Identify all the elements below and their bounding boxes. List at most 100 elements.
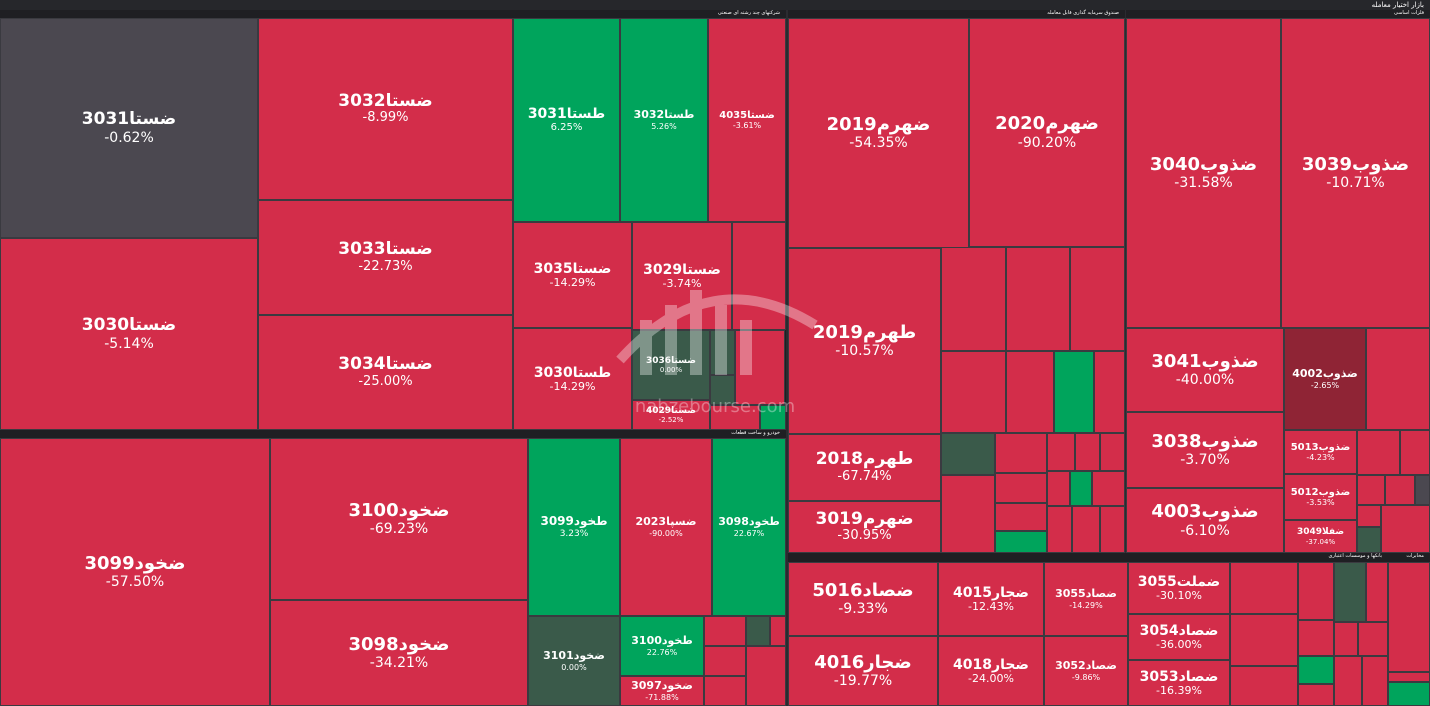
treemap-tile[interactable]: ضخود3097 -71.88% bbox=[620, 676, 704, 706]
treemap-tile[interactable]: ضذوب3041 -40.00% bbox=[1126, 328, 1284, 412]
treemap-cell[interactable] bbox=[1415, 475, 1430, 505]
treemap-tile[interactable]: ضصاد3054 -36.00% bbox=[1128, 614, 1230, 660]
treemap-cell[interactable] bbox=[941, 351, 1006, 433]
treemap-cell[interactable] bbox=[1006, 351, 1054, 433]
treemap-cell[interactable] bbox=[1070, 471, 1092, 506]
treemap-tile[interactable]: ضستا4035 -3.61% bbox=[708, 18, 786, 222]
treemap-cell[interactable] bbox=[710, 330, 735, 375]
treemap-tile[interactable]: ضستا3033 -22.73% bbox=[258, 200, 513, 315]
treemap-cell[interactable] bbox=[1362, 656, 1388, 706]
treemap-cell[interactable] bbox=[1334, 656, 1362, 706]
treemap-cell[interactable] bbox=[1100, 506, 1125, 553]
treemap-cell[interactable] bbox=[1230, 614, 1298, 666]
treemap-cell[interactable] bbox=[995, 503, 1047, 531]
treemap-cell[interactable] bbox=[1092, 471, 1125, 506]
treemap-cell[interactable] bbox=[1070, 247, 1125, 351]
treemap-cell[interactable] bbox=[1366, 328, 1430, 430]
treemap-cell[interactable] bbox=[1072, 506, 1100, 553]
treemap-tile[interactable]: ضستا3034 -25.00% bbox=[258, 315, 513, 430]
treemap-tile[interactable]: ضذوب5012 -3.53% bbox=[1284, 474, 1357, 520]
treemap-cell[interactable] bbox=[710, 405, 760, 430]
treemap-tile[interactable]: ضستا3030 -5.14% bbox=[0, 238, 258, 430]
treemap-tile[interactable]: طخود3099 3.23% bbox=[528, 438, 620, 616]
treemap-tile[interactable]: طستا3032 5.26% bbox=[620, 18, 708, 222]
treemap-cell[interactable] bbox=[732, 222, 786, 330]
treemap-cell[interactable] bbox=[710, 375, 735, 405]
treemap-tile[interactable]: ضهرم2020 -90.20% bbox=[969, 18, 1125, 247]
treemap-cell[interactable] bbox=[704, 676, 746, 706]
treemap-tile[interactable]: ضسپا2023 -90.00% bbox=[620, 438, 712, 616]
treemap-cell[interactable] bbox=[1298, 562, 1334, 620]
treemap-cell[interactable] bbox=[1357, 527, 1381, 553]
treemap-tile[interactable]: ضخود3099 -57.50% bbox=[0, 438, 270, 706]
treemap-tile[interactable]: طهرم2019 -10.57% bbox=[788, 248, 941, 434]
treemap-tile[interactable]: ضستا3035 -14.29% bbox=[513, 222, 632, 328]
treemap-cell[interactable] bbox=[1385, 475, 1415, 505]
treemap-tile[interactable]: طستا3030 -14.29% bbox=[513, 328, 632, 430]
treemap-tile[interactable]: طخود3100 22.76% bbox=[620, 616, 704, 676]
treemap-cell[interactable] bbox=[704, 646, 746, 676]
treemap-tile[interactable]: طهرم2018 -67.74% bbox=[788, 434, 941, 501]
treemap-tile[interactable]: ضخود3101 0.00% bbox=[528, 616, 620, 706]
treemap-cell[interactable] bbox=[1006, 247, 1070, 351]
treemap-cell[interactable] bbox=[1298, 656, 1334, 684]
treemap-cell[interactable] bbox=[1381, 505, 1430, 553]
treemap-cell[interactable] bbox=[1230, 562, 1298, 614]
treemap-cell[interactable] bbox=[995, 531, 1047, 553]
treemap-tile[interactable]: ضذوب4003 -6.10% bbox=[1126, 488, 1284, 553]
treemap-cell[interactable] bbox=[1388, 562, 1430, 672]
treemap-tile[interactable]: ضستا3036 0.00% bbox=[632, 330, 710, 400]
treemap-tile[interactable]: ضفلا3049 -37.04% bbox=[1284, 520, 1357, 553]
treemap-cell[interactable] bbox=[1075, 433, 1100, 471]
treemap-cell[interactable] bbox=[1400, 430, 1430, 475]
treemap-cell[interactable] bbox=[1094, 351, 1125, 433]
treemap-cell[interactable] bbox=[1357, 505, 1381, 527]
treemap-cell[interactable] bbox=[1388, 682, 1430, 706]
treemap-cell[interactable] bbox=[1298, 620, 1334, 656]
treemap-tile[interactable]: ضذوب3040 -31.58% bbox=[1126, 18, 1281, 328]
treemap-cell[interactable] bbox=[1388, 672, 1430, 682]
treemap-tile[interactable]: ضهرم3019 -30.95% bbox=[788, 501, 941, 553]
treemap-tile[interactable]: ضملت3055 -30.10% bbox=[1128, 562, 1230, 614]
treemap-cell[interactable] bbox=[1047, 471, 1070, 506]
treemap-tile[interactable]: ضستا3031 -0.62% bbox=[0, 18, 258, 238]
treemap-cell[interactable] bbox=[941, 475, 995, 553]
treemap-cell[interactable] bbox=[1366, 562, 1388, 622]
treemap-tile[interactable]: ضجار4016 -19.77% bbox=[788, 636, 938, 706]
treemap-tile[interactable]: ضستا4029 -2.52% bbox=[632, 400, 710, 430]
treemap-tile[interactable]: ضجار4018 -24.00% bbox=[938, 636, 1044, 706]
treemap-cell[interactable] bbox=[770, 616, 786, 646]
treemap-cell[interactable] bbox=[1047, 433, 1075, 471]
treemap-cell[interactable] bbox=[746, 646, 786, 706]
treemap-tile[interactable]: طستا3031 6.25% bbox=[513, 18, 620, 222]
treemap-cell[interactable] bbox=[1334, 562, 1366, 622]
treemap-cell[interactable] bbox=[1334, 622, 1358, 656]
treemap-tile[interactable]: طخود3098 22.67% bbox=[712, 438, 786, 616]
treemap-tile[interactable]: ضذوب5013 -4.23% bbox=[1284, 430, 1357, 474]
treemap-tile[interactable]: ضصاد3053 -16.39% bbox=[1128, 660, 1230, 706]
treemap-tile[interactable]: ضستا3032 -8.99% bbox=[258, 18, 513, 200]
treemap-cell[interactable] bbox=[1357, 475, 1385, 505]
treemap-cell[interactable] bbox=[1358, 622, 1388, 656]
treemap-cell[interactable] bbox=[746, 616, 770, 646]
treemap-tile[interactable]: ضصاد3052 -9.86% bbox=[1044, 636, 1128, 706]
treemap-tile[interactable]: ضصاد5016 -9.33% bbox=[788, 562, 938, 636]
treemap-tile[interactable]: ضجار4015 -12.43% bbox=[938, 562, 1044, 636]
treemap-tile[interactable]: ضذوب3039 -10.71% bbox=[1281, 18, 1430, 328]
treemap-tile[interactable]: ضخود3100 -69.23% bbox=[270, 438, 528, 600]
treemap-cell[interactable] bbox=[1230, 666, 1298, 706]
treemap-cell[interactable] bbox=[1298, 684, 1334, 706]
treemap-cell[interactable] bbox=[1054, 351, 1094, 433]
treemap-tile[interactable]: ضستا3029 -3.74% bbox=[632, 222, 732, 330]
treemap-tile[interactable]: ضخود3098 -34.21% bbox=[270, 600, 528, 706]
treemap-tile[interactable]: ضذوب3038 -3.70% bbox=[1126, 412, 1284, 488]
treemap-tile[interactable]: ضذوب4002 -2.65% bbox=[1284, 328, 1366, 430]
treemap-cell[interactable] bbox=[995, 433, 1047, 473]
treemap-tile[interactable]: ضصاد3055 -14.29% bbox=[1044, 562, 1128, 636]
treemap-cell[interactable] bbox=[760, 405, 786, 430]
treemap-cell[interactable] bbox=[735, 330, 785, 405]
treemap-cell[interactable] bbox=[995, 473, 1047, 503]
treemap-cell[interactable] bbox=[1100, 433, 1125, 471]
treemap-cell[interactable] bbox=[1357, 430, 1400, 475]
treemap-cell[interactable] bbox=[704, 616, 746, 646]
